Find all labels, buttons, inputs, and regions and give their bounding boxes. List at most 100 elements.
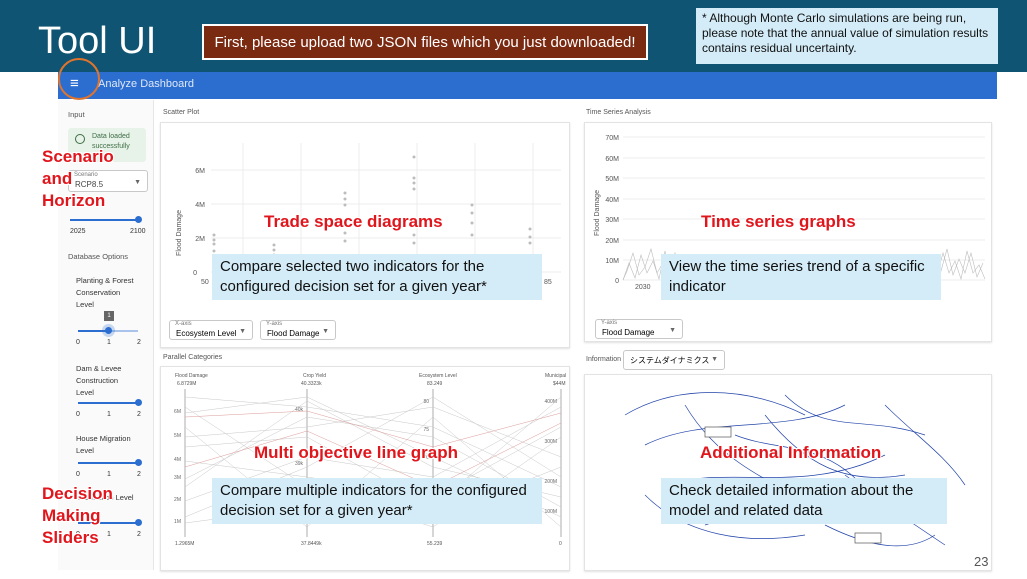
slider-migration-min: 0 <box>76 471 80 478</box>
timeseries-yaxis-select[interactable]: Y-axis Flood Damage ▼ <box>595 319 683 339</box>
parallel-tick: 5M <box>174 433 181 439</box>
annotation-decision-sliders: Decision Making Sliders <box>42 484 113 547</box>
slider-migration-mid: 1 <box>107 471 111 478</box>
slider-migration-track <box>78 462 138 464</box>
input-sidebar: Input Data loaded successfully Scenario … <box>58 100 154 570</box>
timeseries-ytick: 60M <box>605 156 619 163</box>
slider-migration-max: 2 <box>137 471 141 478</box>
menu-highlight-circle <box>58 58 100 100</box>
parallel-tick: 39k <box>295 461 304 467</box>
parallel-tick: 400M <box>544 399 557 405</box>
parallel-chart: Flood Damage Crop Yield Ecosystem Level … <box>174 373 566 547</box>
scatter-ylabel: Flood Damage <box>176 210 183 256</box>
upload-callout: First, please upload two JSON files whic… <box>202 24 648 60</box>
app-title: Analyze Dashboard <box>98 78 195 90</box>
slider-planting-min: 0 <box>76 339 80 346</box>
slider-migration-knob[interactable] <box>135 459 142 466</box>
timeseries-ytick: 0 <box>615 278 619 285</box>
slider-information-label: Information Level <box>76 493 134 502</box>
scatter-yaxis-value: Flood Damage <box>267 329 320 338</box>
check-circle-icon <box>75 134 85 144</box>
scatter-chart: Flood Damage 6M 4M 2M 0 50 85 <box>176 143 561 286</box>
app-bar: ≡ Analyze Dashboard <box>58 72 997 99</box>
caret-down-icon: ▼ <box>134 179 141 186</box>
success-alert: Data loaded successfully <box>68 128 146 162</box>
slider-dam-mid: 1 <box>107 411 111 418</box>
information-panel <box>584 374 992 571</box>
information-select[interactable]: システムダイナミクス ▼ <box>623 350 725 370</box>
caret-down-icon: ▼ <box>322 328 329 335</box>
timeseries-ytick: 20M <box>605 238 619 245</box>
slider-dam-min: 0 <box>76 411 80 418</box>
parallel-axis-bottom: 1.2965M <box>175 541 194 547</box>
parallel-axis-top: 40.3323k <box>301 381 322 387</box>
scatter-panel: Flood Damage 6M 4M 2M 0 50 85 X-axis Eco… <box>160 122 570 348</box>
scatter-points <box>212 155 532 259</box>
parallel-axis-top: $44M <box>553 381 566 387</box>
timeseries-yaxis-value: Flood Damage <box>602 328 655 337</box>
slider-planting-badge: 1 <box>104 311 114 321</box>
timeseries-ytick: 30M <box>605 217 619 224</box>
slider-information-max: 2 <box>137 531 141 538</box>
parallel-tick: 40k <box>295 407 304 413</box>
caret-down-icon: ▼ <box>711 356 718 363</box>
scatter-heading: Scatter Plot <box>163 109 200 116</box>
slider-information-track <box>78 522 138 524</box>
caret-down-icon: ▼ <box>239 328 246 335</box>
slider-information-knob[interactable] <box>135 519 142 526</box>
slider-planting-knob[interactable] <box>105 327 112 334</box>
parallel-panel: Flood Damage Crop Yield Ecosystem Level … <box>160 366 570 571</box>
parallel-tick: 6M <box>174 409 181 415</box>
timeseries-yaxis-label: Y-axis <box>601 320 618 326</box>
slider-planting-max: 2 <box>137 339 141 346</box>
scenario-value: RCP8.5 <box>75 180 104 189</box>
timeseries-xtick: 2030 <box>635 284 651 291</box>
parallel-axis-top: 83.249 <box>427 381 443 387</box>
parallel-axis-bottom: 37.8449k <box>301 541 322 547</box>
slider-dam-knob[interactable] <box>135 399 142 406</box>
parallel-tick: 70 <box>423 455 429 461</box>
slider-planting-mid: 1 <box>107 339 111 346</box>
scatter-ytick: 6M <box>195 168 205 175</box>
slider-dam-track <box>78 402 138 404</box>
year-start-label: 2025 <box>70 228 86 235</box>
annotation-trade-space: Trade space diagrams <box>264 212 443 231</box>
annotation-additional-info: Additional Information <box>700 443 882 462</box>
information-label: Information <box>586 356 622 363</box>
scenario-select[interactable]: Scenario RCP8.5 ▼ <box>68 170 148 192</box>
parallel-tick: 80 <box>423 399 429 405</box>
parallel-axis-bottom: 55.239 <box>427 541 443 547</box>
parallel-lines-highlight <box>184 410 562 488</box>
timeseries-chart: Flood Damage 70M 60M 50M 40M 30M 20M 10M… <box>594 135 986 291</box>
slide-title: Tool UI <box>38 20 157 62</box>
scatter-yaxis-label: Y-axis <box>266 321 283 327</box>
year-end-label: 2100 <box>130 228 146 235</box>
db-options-label: Database Options <box>68 252 129 261</box>
input-label: Input <box>68 110 85 119</box>
page-number: 23 <box>974 554 989 569</box>
multi-objective-description: Compare multiple indicators for the conf… <box>212 478 542 524</box>
slider-planting-rest <box>108 330 138 332</box>
additional-info-description: Check detailed information about the mod… <box>661 478 947 524</box>
year-range-knob[interactable] <box>135 216 142 223</box>
timeseries-ytick: 10M <box>605 258 619 265</box>
parallel-axis-bottom: 0 <box>559 541 562 547</box>
slider-information-mid: 1 <box>107 531 111 538</box>
annotation-time-series: Time series graphs <box>701 212 856 231</box>
timeseries-ytick: 70M <box>605 135 619 142</box>
parallel-tick: 75 <box>423 427 429 433</box>
year-range-track[interactable] <box>70 219 138 221</box>
annotation-multi-objective: Multi objective line graph <box>254 443 459 462</box>
scatter-xaxis-select[interactable]: X-axis Ecosystem Level ▼ <box>169 320 253 340</box>
scatter-yaxis-select[interactable]: Y-axis Flood Damage ▼ <box>260 320 336 340</box>
parallel-tick: 300M <box>544 439 557 445</box>
caret-down-icon: ▼ <box>669 327 676 334</box>
parallel-tick: 3M <box>174 475 181 481</box>
success-text: Data loaded successfully <box>92 133 130 150</box>
parallel-axis-name: Flood Damage <box>175 373 208 379</box>
timeseries-ylabel: Flood Damage <box>594 190 601 236</box>
time-series-description: View the time series trend of a specific… <box>661 254 941 300</box>
parallel-axis-name: Municipal <box>545 373 566 379</box>
slider-dam-max: 2 <box>137 411 141 418</box>
scatter-xaxis-value: Ecosystem Level <box>176 329 237 338</box>
